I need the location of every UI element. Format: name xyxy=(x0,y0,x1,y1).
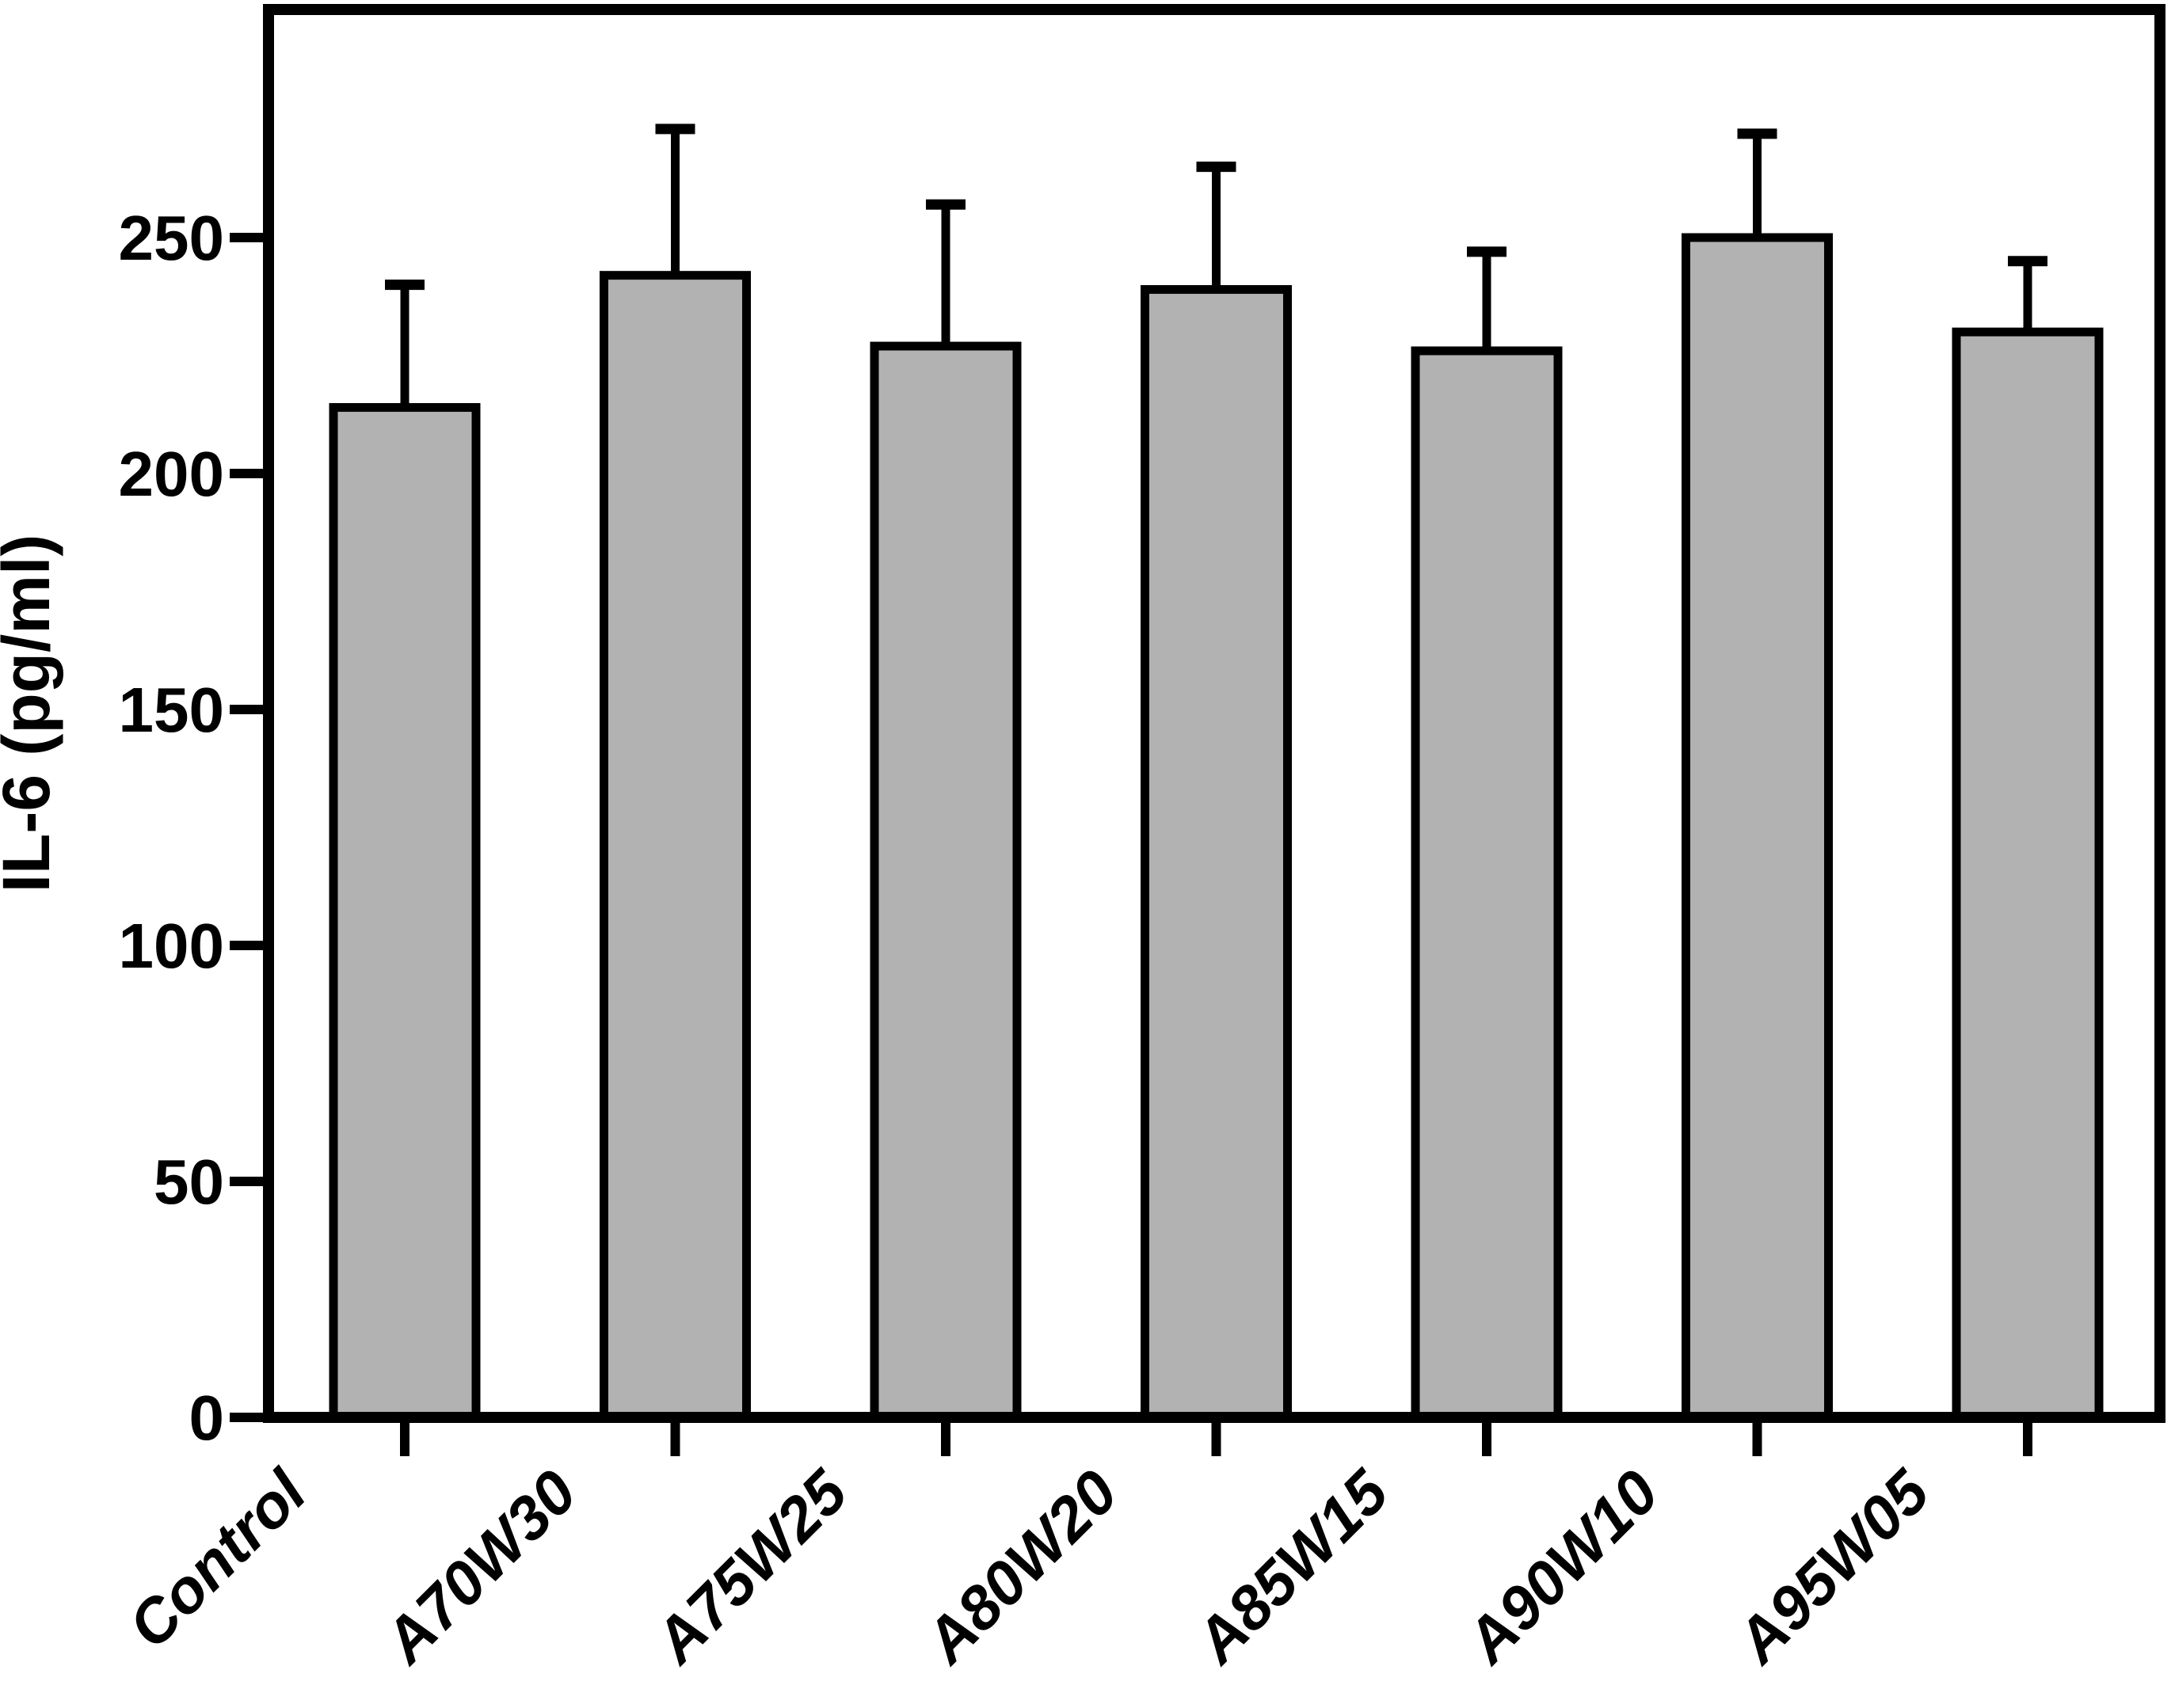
bar-a75w25 xyxy=(870,341,1022,1422)
bar-a90w10 xyxy=(1682,233,1833,1422)
y-tick-label: 0 xyxy=(189,1383,225,1453)
y-tick-label: 200 xyxy=(119,439,224,509)
x-tick-label-a70w30: A70W30 xyxy=(369,1457,589,1677)
y-tick-label: 250 xyxy=(119,203,224,273)
bar-a95w05 xyxy=(1952,327,2104,1422)
bar-a70w30 xyxy=(600,271,751,1422)
y-tick-label: 150 xyxy=(119,675,224,745)
x-tick-label-a90w10: A90W10 xyxy=(1451,1457,1671,1677)
x-tick-label-a85w15: A85W15 xyxy=(1181,1456,1402,1677)
y-tick-label: 100 xyxy=(119,911,224,981)
x-tick-label-control: Control xyxy=(115,1456,320,1661)
bar-control xyxy=(329,403,481,1422)
bar-a85w15 xyxy=(1411,346,1563,1422)
x-tick-label-a95w05: A95W05 xyxy=(1722,1456,1943,1677)
x-tick-label-a80w20: A80W20 xyxy=(910,1457,1130,1677)
bar-a80w20 xyxy=(1141,285,1292,1422)
y-tick-label: 50 xyxy=(154,1147,224,1217)
x-tick-label-a75w25: A75W25 xyxy=(640,1456,861,1677)
y-axis-title: IL-6 (pg/ml) xyxy=(0,534,63,893)
